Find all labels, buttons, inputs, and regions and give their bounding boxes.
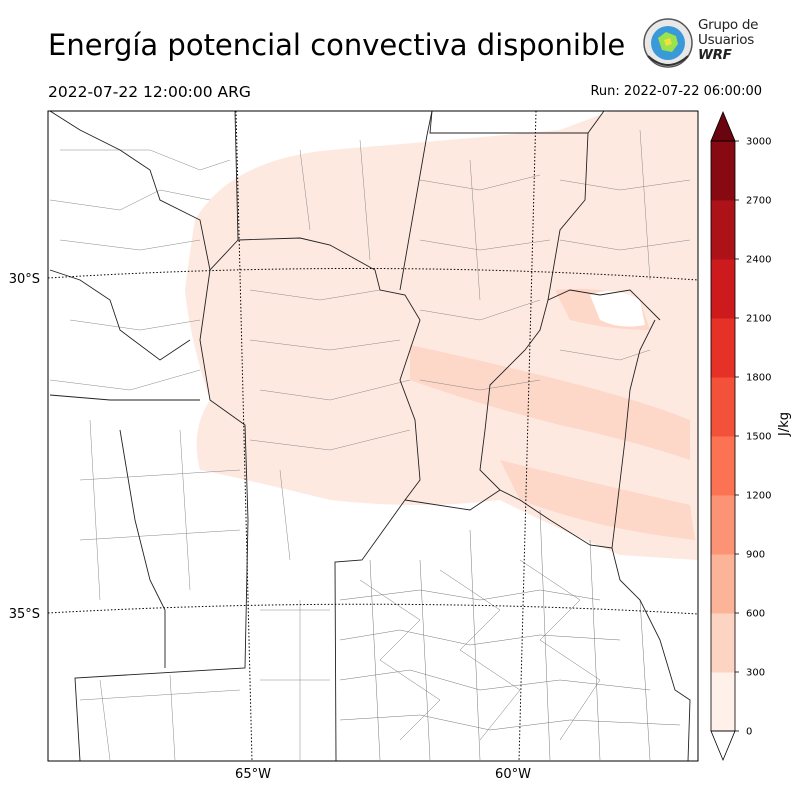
colorbar-tick-label: 2400 bbox=[746, 255, 771, 266]
colorbar-segment bbox=[711, 141, 735, 201]
colorbar-tick-label: 2700 bbox=[746, 196, 771, 207]
logo-line-2: Usuarios bbox=[698, 32, 754, 48]
colorbar: 0 300 600 900 1200 1500 1800 2100 2400 2700 3000 bbox=[710, 110, 771, 762]
colorbar-segment bbox=[711, 672, 735, 732]
colorbar-segment bbox=[711, 318, 735, 378]
colorbar-tick-label: 300 bbox=[746, 668, 765, 679]
lon-label-65w: 65°W bbox=[235, 767, 271, 782]
colorbar-tick-label: 600 bbox=[746, 609, 765, 620]
logo-line-1: Grupo de bbox=[698, 17, 759, 33]
colorbar-extend-min bbox=[710, 730, 736, 762]
lon-label-60w: 60°W bbox=[495, 767, 531, 782]
map-title: Energía potencial convectiva disponible bbox=[48, 28, 626, 62]
valid-time: 2022-07-22 12:00:00 ARG bbox=[48, 83, 251, 101]
colorbar-segment bbox=[711, 377, 735, 437]
colorbar-segment bbox=[711, 436, 735, 496]
lat-label-30s: 30°S bbox=[9, 272, 40, 287]
run-time: Run: 2022-07-22 06:00:00 bbox=[590, 84, 762, 99]
colorbar-tick-label: 1500 bbox=[746, 432, 771, 443]
colorbar-tick-label: 1200 bbox=[746, 491, 771, 502]
wrf-logo: Grupo de Usuarios WRF bbox=[638, 14, 760, 74]
colorbar-tick-label: 1800 bbox=[746, 373, 771, 384]
colorbar-extend-max bbox=[710, 110, 736, 142]
logo-line-3: WRF bbox=[698, 47, 732, 63]
colorbar-tick-label: 0 bbox=[746, 727, 752, 738]
colorbar-segment bbox=[711, 554, 735, 614]
cape-field-medium-1 bbox=[410, 345, 690, 460]
colorbar-segment bbox=[711, 495, 735, 555]
colorbar-tick-label: 3000 bbox=[746, 137, 771, 148]
globe-emblem-icon bbox=[643, 18, 693, 68]
colorbar-segment bbox=[711, 200, 735, 260]
coastline bbox=[611, 547, 691, 761]
colorbar-tick-label: 900 bbox=[746, 550, 765, 561]
graticule bbox=[48, 111, 698, 761]
colorbar-units: J/kg bbox=[777, 412, 792, 436]
cape-field-medium-2 bbox=[500, 460, 695, 540]
colorbar-tick-label: 2100 bbox=[746, 314, 771, 325]
department-boundaries bbox=[49, 129, 691, 761]
colorbar-segment bbox=[711, 613, 735, 673]
lat-label-35s: 35°S bbox=[9, 607, 40, 622]
colorbar-segment bbox=[711, 259, 735, 319]
buenos-aires-partidos bbox=[339, 509, 681, 761]
map-frame bbox=[47, 110, 699, 762]
